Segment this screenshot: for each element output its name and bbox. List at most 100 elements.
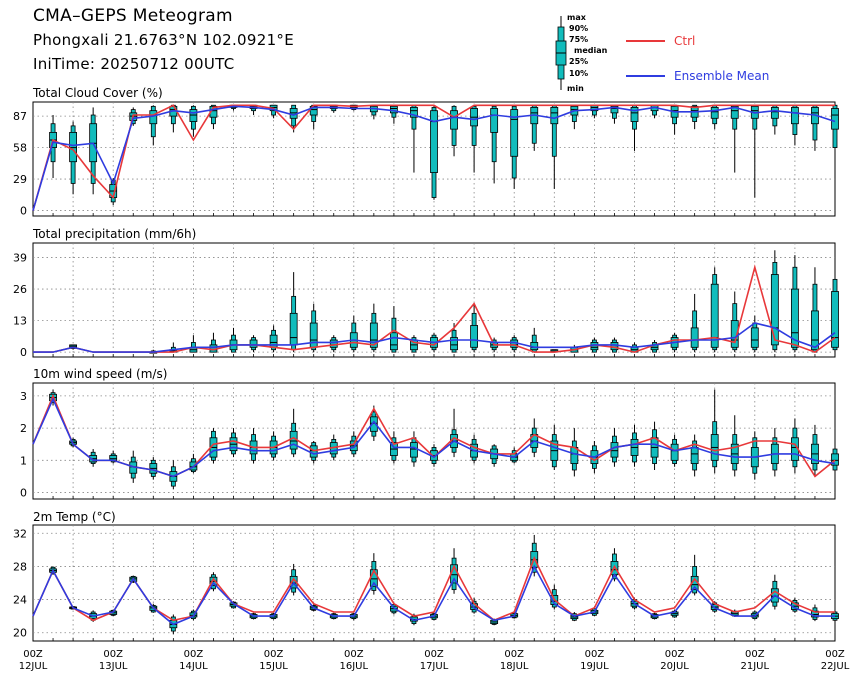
box-iqr	[249, 339, 258, 348]
box-inner	[491, 105, 497, 163]
box-iqr	[670, 443, 679, 461]
y-tick-label: 28	[13, 560, 27, 573]
box-iqr	[770, 107, 779, 119]
x-tick-label: 20JUL	[660, 661, 689, 672]
y-tick-label: 0	[20, 346, 27, 359]
legend-box-label: min	[567, 84, 584, 93]
y-tick-label: 32	[13, 527, 27, 540]
x-tick-label: 13JUL	[99, 661, 128, 672]
box-iqr	[811, 310, 819, 351]
box-iqr	[389, 332, 398, 351]
x-tick-label: 17JUL	[420, 661, 449, 672]
y-tick-label: 87	[13, 110, 27, 123]
x-tick-label: 00Z	[184, 649, 204, 660]
box-iqr	[289, 312, 298, 346]
x-tick-label: 00Z	[585, 649, 605, 660]
y-tick-label: 20	[13, 627, 27, 640]
y-tick-label: 3	[20, 390, 27, 403]
box-iqr	[550, 107, 559, 125]
x-tick-label: 00Z	[825, 649, 845, 660]
legend-box-label: 75%	[569, 35, 588, 44]
x-tick-label: 22JUL	[821, 661, 850, 672]
box-iqr	[630, 107, 639, 122]
x-tick-label: 00Z	[745, 649, 765, 660]
box-iqr	[369, 416, 378, 432]
legend-box-label: 10%	[569, 69, 588, 78]
box-iqr	[430, 110, 438, 173]
x-tick-label: 18JUL	[500, 661, 529, 672]
x-tick-label: 00Z	[504, 649, 524, 660]
box-iqr	[710, 107, 719, 119]
box-iqr	[750, 327, 759, 348]
location-label: Phongxali 21.6763°N 102.0921°E	[33, 31, 294, 49]
box-iqr	[730, 320, 739, 348]
x-tick-label: 12JUL	[19, 661, 48, 672]
x-tick-label: 00Z	[344, 649, 364, 660]
panel-title: 2m Temp (°C)	[33, 510, 116, 524]
initime-label: IniTime: 20250712 00UTC	[33, 55, 235, 73]
x-tick-label: 19JUL	[580, 661, 609, 672]
box-iqr	[470, 325, 479, 348]
panel-frame	[32, 524, 836, 642]
box-iqr	[450, 337, 458, 351]
legend-box-label: max	[567, 13, 587, 22]
legend-box-label: median	[574, 46, 608, 55]
y-tick-label: 0	[20, 205, 27, 218]
x-tick-label: 00Z	[23, 649, 43, 660]
x-tick-label: 00Z	[264, 649, 284, 660]
box-iqr	[690, 447, 699, 464]
y-tick-label: 13	[13, 315, 27, 328]
panel-title: Total Cloud Cover (%)	[32, 86, 163, 100]
chart-title: CMA–GEPS Meteogram	[33, 6, 233, 26]
box-iqr	[730, 105, 739, 119]
y-tick-label: 29	[13, 173, 27, 186]
box-iqr	[69, 131, 77, 163]
ensemble-mean-line	[32, 397, 836, 478]
box-iqr	[369, 322, 378, 348]
y-tick-label: 0	[20, 487, 27, 500]
y-tick-label: 1	[20, 454, 27, 467]
ensemble-mean-line	[32, 564, 835, 626]
box-iqr	[690, 327, 699, 348]
x-tick-label: 00Z	[103, 649, 123, 660]
panel-title: Total precipitation (mm/6h)	[32, 227, 196, 241]
box-iqr	[510, 109, 519, 157]
box-iqr	[329, 339, 338, 348]
x-tick-label: 00Z	[665, 649, 685, 660]
box-iqr	[831, 291, 839, 348]
ctrl-line	[32, 556, 835, 622]
ensemble-mean-line	[33, 322, 836, 353]
box-iqr	[149, 110, 158, 125]
box-iqr	[309, 322, 318, 348]
legend-box-label: 90%	[569, 24, 588, 33]
box-iqr	[791, 107, 799, 125]
panel-title: 10m wind speed (m/s)	[33, 367, 167, 381]
ctrl-line	[32, 104, 835, 211]
box-iqr	[450, 110, 458, 130]
y-tick-label: 58	[13, 142, 27, 155]
box-iqr	[410, 107, 418, 118]
y-tick-label: 26	[13, 283, 27, 296]
x-tick-label: 21JUL	[741, 661, 770, 672]
x-tick-label: 16JUL	[340, 661, 369, 672]
x-tick-label: 14JUL	[179, 661, 208, 672]
x-tick-label: 15JUL	[259, 661, 288, 672]
y-tick-label: 24	[13, 594, 27, 607]
legend-box-label: 25%	[569, 57, 588, 66]
box-iqr	[189, 109, 198, 122]
x-tick-label: 00Z	[424, 649, 444, 660]
box-iqr	[610, 105, 619, 114]
box-iqr	[831, 453, 839, 466]
legend-mean-label: Ensemble Mean	[674, 69, 769, 83]
box-iqr	[710, 283, 719, 348]
y-tick-label: 2	[20, 422, 27, 435]
box-iqr	[770, 274, 779, 346]
y-tick-label: 39	[13, 252, 27, 265]
box-iqr	[490, 108, 499, 133]
legend-ctrl-label: Ctrl	[674, 34, 695, 48]
box-iqr	[791, 288, 799, 348]
ensemble-mean-line	[32, 105, 836, 211]
box-iqr	[831, 108, 839, 130]
box-iqr	[410, 442, 418, 458]
